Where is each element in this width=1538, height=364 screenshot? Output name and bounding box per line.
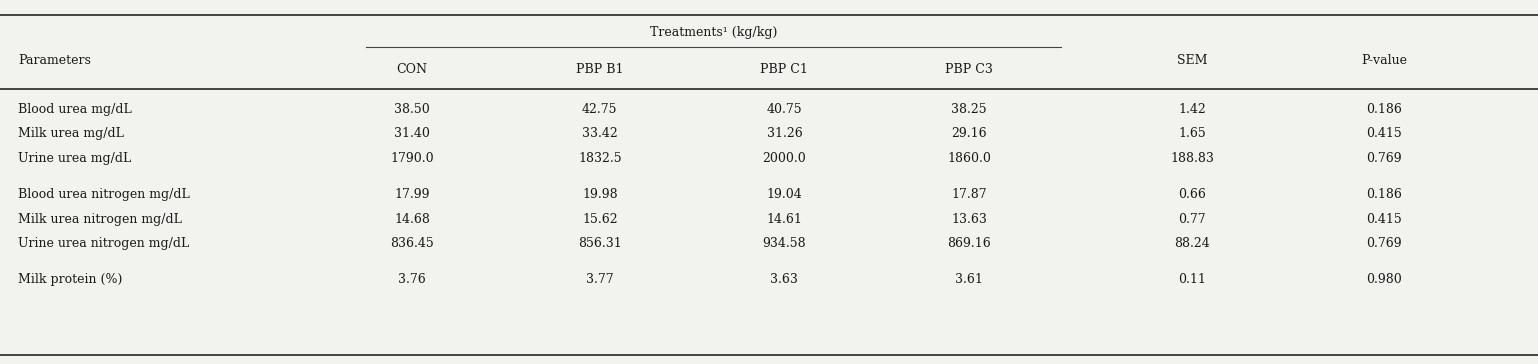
Text: 3.77: 3.77 [586, 273, 614, 286]
Text: 188.83: 188.83 [1170, 152, 1213, 165]
Text: 0.186: 0.186 [1366, 103, 1403, 116]
Text: 0.11: 0.11 [1178, 273, 1206, 286]
Text: 42.75: 42.75 [581, 103, 618, 116]
Text: 836.45: 836.45 [391, 237, 434, 250]
Text: 1.42: 1.42 [1178, 103, 1206, 116]
Text: 1832.5: 1832.5 [578, 152, 621, 165]
Text: 1860.0: 1860.0 [947, 152, 990, 165]
Text: PBP B1: PBP B1 [577, 63, 623, 76]
Text: 0.769: 0.769 [1366, 152, 1403, 165]
Text: 38.50: 38.50 [394, 103, 431, 116]
Text: PBP C1: PBP C1 [760, 63, 809, 76]
Text: 31.26: 31.26 [766, 127, 803, 141]
Text: 31.40: 31.40 [394, 127, 431, 141]
Text: 3.76: 3.76 [398, 273, 426, 286]
Text: 13.63: 13.63 [950, 213, 987, 226]
Text: 38.25: 38.25 [950, 103, 987, 116]
Text: 3.63: 3.63 [771, 273, 798, 286]
Text: Milk protein (%): Milk protein (%) [18, 273, 123, 286]
Text: CON: CON [397, 63, 428, 76]
Text: 1790.0: 1790.0 [391, 152, 434, 165]
Text: Urine urea nitrogen mg/dL: Urine urea nitrogen mg/dL [18, 237, 189, 250]
Text: 3.61: 3.61 [955, 273, 983, 286]
Text: Milk urea nitrogen mg/dL: Milk urea nitrogen mg/dL [18, 213, 183, 226]
Text: 2000.0: 2000.0 [763, 152, 806, 165]
Text: 0.77: 0.77 [1178, 213, 1206, 226]
Text: 14.61: 14.61 [766, 213, 803, 226]
Text: PBP C3: PBP C3 [944, 63, 994, 76]
Text: 0.186: 0.186 [1366, 188, 1403, 201]
Text: 19.98: 19.98 [581, 188, 618, 201]
Text: Blood urea nitrogen mg/dL: Blood urea nitrogen mg/dL [18, 188, 191, 201]
Text: 17.99: 17.99 [394, 188, 431, 201]
Text: 19.04: 19.04 [766, 188, 803, 201]
Text: 869.16: 869.16 [947, 237, 990, 250]
Text: Milk urea mg/dL: Milk urea mg/dL [18, 127, 125, 141]
Text: Urine urea mg/dL: Urine urea mg/dL [18, 152, 132, 165]
Text: 0.66: 0.66 [1178, 188, 1206, 201]
Text: 0.415: 0.415 [1366, 127, 1403, 141]
Text: 0.415: 0.415 [1366, 213, 1403, 226]
Text: Parameters: Parameters [18, 55, 91, 67]
Text: P-value: P-value [1361, 55, 1407, 67]
Text: Treatments¹ (kg/kg): Treatments¹ (kg/kg) [651, 26, 777, 39]
Text: 856.31: 856.31 [578, 237, 621, 250]
Text: Blood urea mg/dL: Blood urea mg/dL [18, 103, 132, 116]
Text: 33.42: 33.42 [581, 127, 618, 141]
Text: 88.24: 88.24 [1173, 237, 1210, 250]
Text: SEM: SEM [1177, 55, 1207, 67]
Text: 29.16: 29.16 [950, 127, 987, 141]
Text: 40.75: 40.75 [766, 103, 803, 116]
Text: 17.87: 17.87 [950, 188, 987, 201]
Text: 15.62: 15.62 [581, 213, 618, 226]
Text: 0.769: 0.769 [1366, 237, 1403, 250]
Text: 0.980: 0.980 [1366, 273, 1403, 286]
Text: 14.68: 14.68 [394, 213, 431, 226]
Text: 934.58: 934.58 [763, 237, 806, 250]
Text: 1.65: 1.65 [1178, 127, 1206, 141]
